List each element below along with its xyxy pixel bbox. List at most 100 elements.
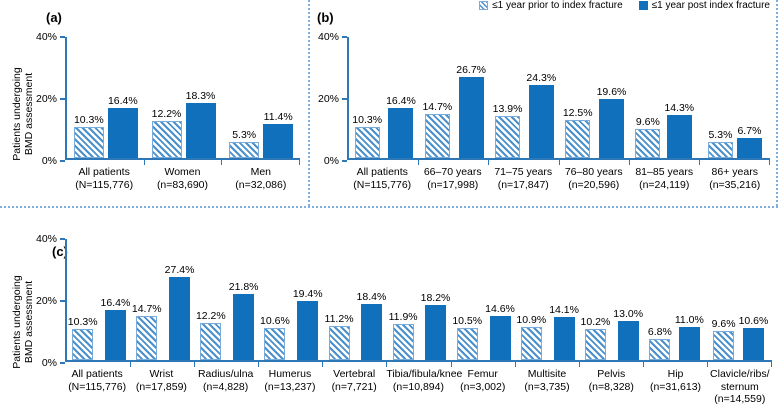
category-name: All patients <box>78 166 130 178</box>
value-label: 19.6% <box>596 85 627 98</box>
category-n: (N=115,776) <box>68 380 127 393</box>
bar-prior-column: 10.5% <box>452 239 482 360</box>
x-axis-labels: All patients (N=115,776) Women (n=83,690) Me… <box>65 160 300 191</box>
category-label: All patients (N=115,776) <box>65 362 129 406</box>
value-label: 10.2% <box>580 316 611 329</box>
value-label: 16.4% <box>386 95 416 108</box>
plot-area: 10.3% 16.4% 14.7% 26.7% 13.9% 24.3% 12.5% 19.6%… <box>347 37 771 165</box>
bar-prior <box>229 141 260 158</box>
category-label: 76–80 years (n=20,596) <box>559 160 630 191</box>
bar-prior-column: 10.3% <box>68 239 98 360</box>
bar-post <box>736 137 762 158</box>
category-name: Pelvis <box>597 368 626 380</box>
y-tick-label: 40% <box>35 31 57 43</box>
bar-prior <box>200 323 222 360</box>
plot-and-labels: 10.3% 16.4% 14.7% 26.7% 13.9% 24.3% 12.5% 19.6%… <box>347 37 771 191</box>
bar-prior-column: 12.2% <box>196 239 226 360</box>
category-name: 81–85 years <box>635 166 694 178</box>
bar-prior <box>424 113 450 158</box>
plot-and-labels: 10.3% 16.4% 14.7% 27.4% 12.2% 21.8% 10.6% 19.4%… <box>65 239 773 406</box>
value-label: 5.3% <box>232 128 257 141</box>
y-tick: 0% <box>324 155 347 167</box>
bar-group: 12.2% 21.8% <box>195 239 260 367</box>
bar-prior-column: 9.6% <box>635 37 661 158</box>
solid-swatch-icon <box>638 1 648 10</box>
bar-prior <box>72 328 94 360</box>
category-label: 71–75 years (n=17,847) <box>488 160 559 191</box>
category-label: All patients (N=115,776) <box>347 160 418 191</box>
category-n: (N=115,776) <box>353 178 412 191</box>
y-tick-mark <box>60 299 65 302</box>
category-n: (N=115,776) <box>75 178 134 191</box>
value-label: 11.9% <box>388 311 418 324</box>
bar-prior <box>565 120 591 158</box>
bar-post <box>528 84 554 158</box>
bar-post <box>107 108 138 158</box>
value-label: 10.6% <box>738 314 769 327</box>
category-name: All patients <box>71 368 123 380</box>
y-tick: 20% <box>318 93 347 105</box>
bar-post-column: 16.4% <box>107 37 138 158</box>
bar-prior <box>635 128 661 158</box>
bar-group: 10.9% 14.1% <box>516 239 580 367</box>
y-tick-label: 20% <box>35 294 57 307</box>
category-label: Humerus (n=13,237) <box>258 362 322 406</box>
bar-prior-column: 11.9% <box>389 239 418 360</box>
category-label: Hip (n=31,613) <box>643 362 707 406</box>
bar-post <box>425 304 447 360</box>
bar-post <box>678 326 700 360</box>
bar-post <box>169 277 191 360</box>
bar-post-column: 11.0% <box>675 239 704 360</box>
category-label: 81–85 years (n=24,119) <box>629 160 700 191</box>
bar-prior-column: 10.3% <box>73 37 104 158</box>
hatched-swatch-icon <box>479 1 489 10</box>
panel-c: (c) Patients undergoing BMD assessment 40%… <box>0 233 778 410</box>
bar-prior-column: 6.8% <box>648 239 672 360</box>
value-label: 12.5% <box>562 107 593 120</box>
bar-group: 12.5% 19.6% <box>560 37 630 165</box>
plot-and-labels: 10.3% 16.4% 12.2% 18.3% 5.3% 11.4% All patient… <box>65 37 300 191</box>
category-name: Femur <box>467 368 498 380</box>
value-label: 10.3% <box>73 113 104 126</box>
y-tick-label: 40% <box>317 31 339 43</box>
bar-group: 14.7% 26.7% <box>419 37 490 165</box>
bar-prior <box>584 329 606 360</box>
category-name: Women <box>164 166 201 178</box>
bar-prior-column: 5.3% <box>229 37 260 158</box>
bar-post-column: 26.7% <box>456 37 486 158</box>
value-label: 9.6% <box>711 317 736 330</box>
category-n: (n=10,894) <box>392 380 444 393</box>
bar-prior <box>713 330 735 360</box>
category-name: 76–80 years <box>564 166 623 178</box>
bar-prior <box>649 339 671 360</box>
category-n: (n=4,828) <box>203 380 249 393</box>
y-tick-label: 0% <box>323 155 339 167</box>
category-n: (n=20,596) <box>568 178 620 191</box>
bar-post <box>458 77 484 158</box>
value-label: 26.7% <box>456 64 487 77</box>
value-label: 24.3% <box>526 71 557 84</box>
y-tick-mark <box>60 97 65 100</box>
bar-group: 10.5% 14.6% <box>452 239 516 367</box>
bar-prior <box>136 315 158 360</box>
y-tick-label: 0% <box>41 357 57 369</box>
bar-post <box>104 310 126 360</box>
bar-prior-column: 9.6% <box>712 239 736 360</box>
bar-prior-column: 14.7% <box>132 239 162 360</box>
y-axis: 40% 20% 0% <box>310 31 347 167</box>
y-axis-title: Patients undergoing BMD assessment <box>8 37 38 191</box>
bar-post <box>360 304 382 360</box>
bar-post <box>553 317 575 360</box>
y-tick: 0% <box>42 155 65 167</box>
category-label: Femur (n=3,002) <box>451 362 515 406</box>
y-tick-label: 0% <box>41 155 57 167</box>
y-axis-title-text: Patients undergoing BMD assessment <box>11 67 35 161</box>
category-n: (n=7,721) <box>331 380 377 393</box>
value-label: 18.2% <box>420 291 451 304</box>
category-name: Tibia/fibula/knee <box>386 368 463 380</box>
value-label: 16.4% <box>107 95 138 108</box>
value-label: 18.4% <box>356 291 387 304</box>
bar-prior <box>392 324 414 360</box>
bar-group: 11.2% 18.4% <box>323 239 388 367</box>
bar-group: 10.3% 16.4% <box>67 37 145 165</box>
